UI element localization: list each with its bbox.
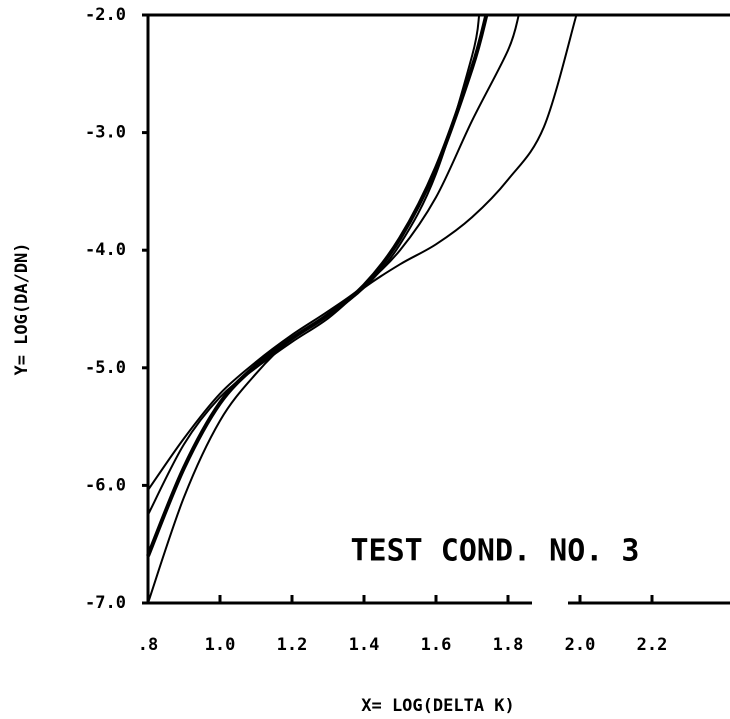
y-tick-label: -4.0 bbox=[85, 240, 126, 260]
x-tick-label: 2.2 bbox=[637, 635, 668, 655]
x-tick-label: .8 bbox=[138, 635, 158, 655]
x-axis-label: X= LOG(DELTA K) bbox=[361, 696, 515, 716]
x-tick-label: 1.8 bbox=[493, 635, 524, 655]
annotation: TEST COND. NO. 3 bbox=[351, 534, 640, 569]
curve bbox=[147, 14, 481, 604]
x-tick-label: 1.2 bbox=[277, 635, 308, 655]
y-tick-label: -2.0 bbox=[85, 5, 126, 25]
x-tick-label: 1.0 bbox=[205, 635, 236, 655]
y-tick-label: -6.0 bbox=[85, 475, 126, 495]
curve bbox=[147, 14, 578, 516]
y-tick-label: -5.0 bbox=[85, 358, 126, 378]
x-tick-label: 1.6 bbox=[421, 635, 452, 655]
curve bbox=[147, 14, 520, 491]
y-tick-label: -3.0 bbox=[85, 123, 126, 143]
y-axis-label: Y= LOG(DA/DN) bbox=[12, 242, 32, 375]
curve bbox=[146, 14, 489, 557]
x-tick-label: 2.0 bbox=[565, 635, 596, 655]
y-tick-label: -7.0 bbox=[85, 593, 126, 613]
x-tick-label: 1.4 bbox=[349, 635, 380, 655]
